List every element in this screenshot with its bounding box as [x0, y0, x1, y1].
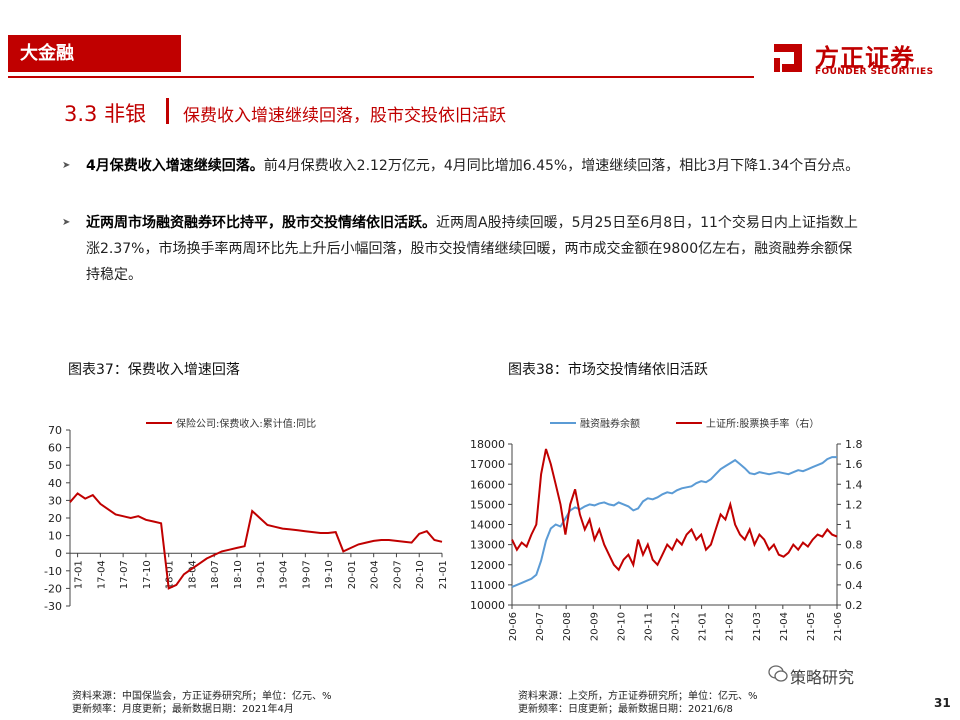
y-tick-label-right: 0.8 [845, 539, 863, 552]
section-title: 保费收入增速继续回落，股市交投依旧活跃 [183, 106, 506, 126]
x-tick-label: 21-01 [698, 612, 709, 641]
series-line-turnover-rate [511, 448, 838, 572]
y-tick-label-right: 1.8 [845, 438, 863, 451]
x-tick-label: 21-05 [806, 612, 817, 641]
x-tick-label: 21-02 [725, 612, 736, 641]
x-tick-label: 20-08 [562, 612, 573, 641]
y-tick-label: -20 [44, 582, 62, 595]
x-tick-label: 19-07 [301, 560, 312, 589]
bullet-arrow-icon: ➤ [62, 160, 71, 171]
x-tick-label: 20-01 [347, 560, 358, 589]
x-tick-label: 21-04 [779, 612, 790, 641]
bullet-heading: 近两周市场融资融券环比持平，股市交投情绪依旧活跃。 [86, 215, 436, 231]
bullet-paragraph: 近两周市场融资融券环比持平，股市交投情绪依旧活跃。近两周A股持续回暖，5月25日… [86, 210, 866, 288]
y-tick-label-left: 13000 [470, 539, 505, 552]
header-divider [8, 76, 754, 78]
y-tick-label: 0 [55, 547, 62, 560]
logo-english-name: FOUNDER SECURITIES [815, 67, 934, 77]
y-tick-label-left: 18000 [470, 438, 505, 451]
series-line-margin-balance [511, 456, 837, 588]
x-tick-label: 19-10 [324, 560, 335, 589]
y-tick-label: 50 [48, 459, 62, 472]
x-tick-label: 18-04 [187, 560, 198, 589]
y-tick-label-right: 0.2 [845, 599, 863, 612]
margin-turnover-chart: 10000 11000 12000 13000 14000 15000 16000 17000… [470, 417, 863, 641]
legend-label: 融资融券余额 [580, 417, 640, 430]
section-tag: 大金融 [8, 35, 181, 72]
x-tick-label: 21-01 [438, 560, 449, 589]
logo-name: 方正证券 [815, 44, 915, 72]
bullet-paragraph: 4月保费收入增速继续回落。前4月保费收入2.12万亿元，4月同比增加6.45%，… [86, 153, 866, 179]
x-tick-label: 17-07 [119, 560, 130, 589]
source-note-left: 资料来源：中国保监会，方正证券研究所；单位：亿元、% 更新频率：月度更新；最新数… [72, 690, 332, 716]
source-line: 资料来源：上交所，方正证券研究所；单位：亿元、% [518, 691, 758, 702]
x-tick-label: 17-10 [142, 560, 153, 589]
bullet-heading: 4月保费收入增速继续回落。 [86, 158, 264, 174]
series-line-premium-growth [69, 492, 443, 590]
y-tick-label-right: 1 [845, 519, 852, 532]
x-tick-label: 17-01 [74, 560, 85, 589]
legend-label: 上证所:股票换手率（右） [706, 417, 819, 430]
source-line: 资料来源：中国保监会，方正证券研究所；单位：亿元、% [72, 691, 332, 702]
chart-caption-left: 图表37：保费收入增速回落 [68, 362, 240, 378]
x-tick-label: 20-10 [616, 612, 627, 641]
y-tick-label: 20 [48, 512, 62, 525]
y-tick-label: 10 [48, 530, 62, 543]
update-line: 更新频率：月度更新；最新数据日期：2021年4月 [72, 704, 294, 715]
chart-caption-right: 图表38：市场交投情绪依旧活跃 [508, 362, 708, 378]
y-tick-label-left: 16000 [470, 478, 505, 491]
x-tick-label: 21-03 [752, 612, 763, 641]
bullet-body: 前4月保费收入2.12万亿元，4月同比增加6.45%，增速继续回落，相比3月下降… [263, 158, 860, 174]
y-tick-label-left: 14000 [470, 519, 505, 532]
y-tick-label: 60 [48, 442, 62, 455]
x-tick-label: 18-01 [165, 560, 176, 589]
founder-logo-icon [774, 44, 802, 72]
premium-growth-chart: -30 -20 -10 0 10 20 30 40 50 60 70 17-01 17-04 17-07 1… [44, 417, 449, 613]
x-tick-label: 19-04 [279, 560, 290, 589]
x-tick-label: 20-09 [589, 612, 600, 641]
y-tick-label: -30 [44, 600, 62, 613]
x-tick-label: 20-10 [415, 560, 426, 589]
x-tick-label: 18-10 [233, 560, 244, 589]
y-tick-label-left: 10000 [470, 599, 505, 612]
y-tick-label-right: 1.4 [845, 478, 863, 491]
y-tick-label-left: 12000 [470, 559, 505, 572]
wechat-icon [768, 665, 788, 682]
x-tick-label: 19-01 [256, 560, 267, 589]
watermark-text: 策略研究 [790, 668, 855, 687]
x-tick-label: 17-04 [96, 560, 107, 589]
x-tick-label: 20-11 [643, 612, 654, 641]
source-note-right: 资料来源：上交所，方正证券研究所；单位：亿元、% 更新频率：日度更新；最新数据日… [518, 690, 758, 716]
y-tick-label: 30 [48, 494, 62, 507]
legend-label: 保险公司:保费收入:累计值:同比 [176, 417, 316, 430]
bullet-body: 近两周A股持续回暖，5月25日至6月8日，11个交易日内上证指数上涨2.37%，… [86, 215, 858, 283]
y-tick-label-left: 11000 [470, 579, 505, 592]
update-line: 更新频率：日度更新；最新数据日期：2021/6/8 [518, 704, 733, 715]
y-tick-label: 40 [48, 477, 62, 490]
x-tick-label: 20-06 [508, 612, 519, 641]
x-tick-label: 21-06 [833, 612, 844, 641]
y-tick-label: -10 [44, 565, 62, 578]
y-tick-label-left: 15000 [470, 498, 505, 511]
y-tick-label-left: 17000 [470, 458, 505, 471]
y-tick-label-right: 0.6 [845, 559, 863, 572]
x-tick-label: 20-07 [535, 612, 546, 641]
y-tick-label: 70 [48, 424, 62, 437]
y-tick-label-right: 0.4 [845, 579, 863, 592]
y-tick-label-right: 1.6 [845, 458, 863, 471]
x-tick-label: 18-07 [210, 560, 221, 589]
page-number: 31 [934, 696, 951, 710]
section-number: 3.3 非银 [64, 102, 147, 126]
bullet-arrow-icon: ➤ [62, 217, 71, 228]
x-tick-label: 20-07 [392, 560, 403, 589]
x-tick-label: 20-12 [671, 612, 682, 641]
section-separator [166, 98, 169, 124]
y-tick-label-right: 1.2 [845, 498, 863, 511]
x-tick-label: 20-04 [370, 560, 381, 589]
